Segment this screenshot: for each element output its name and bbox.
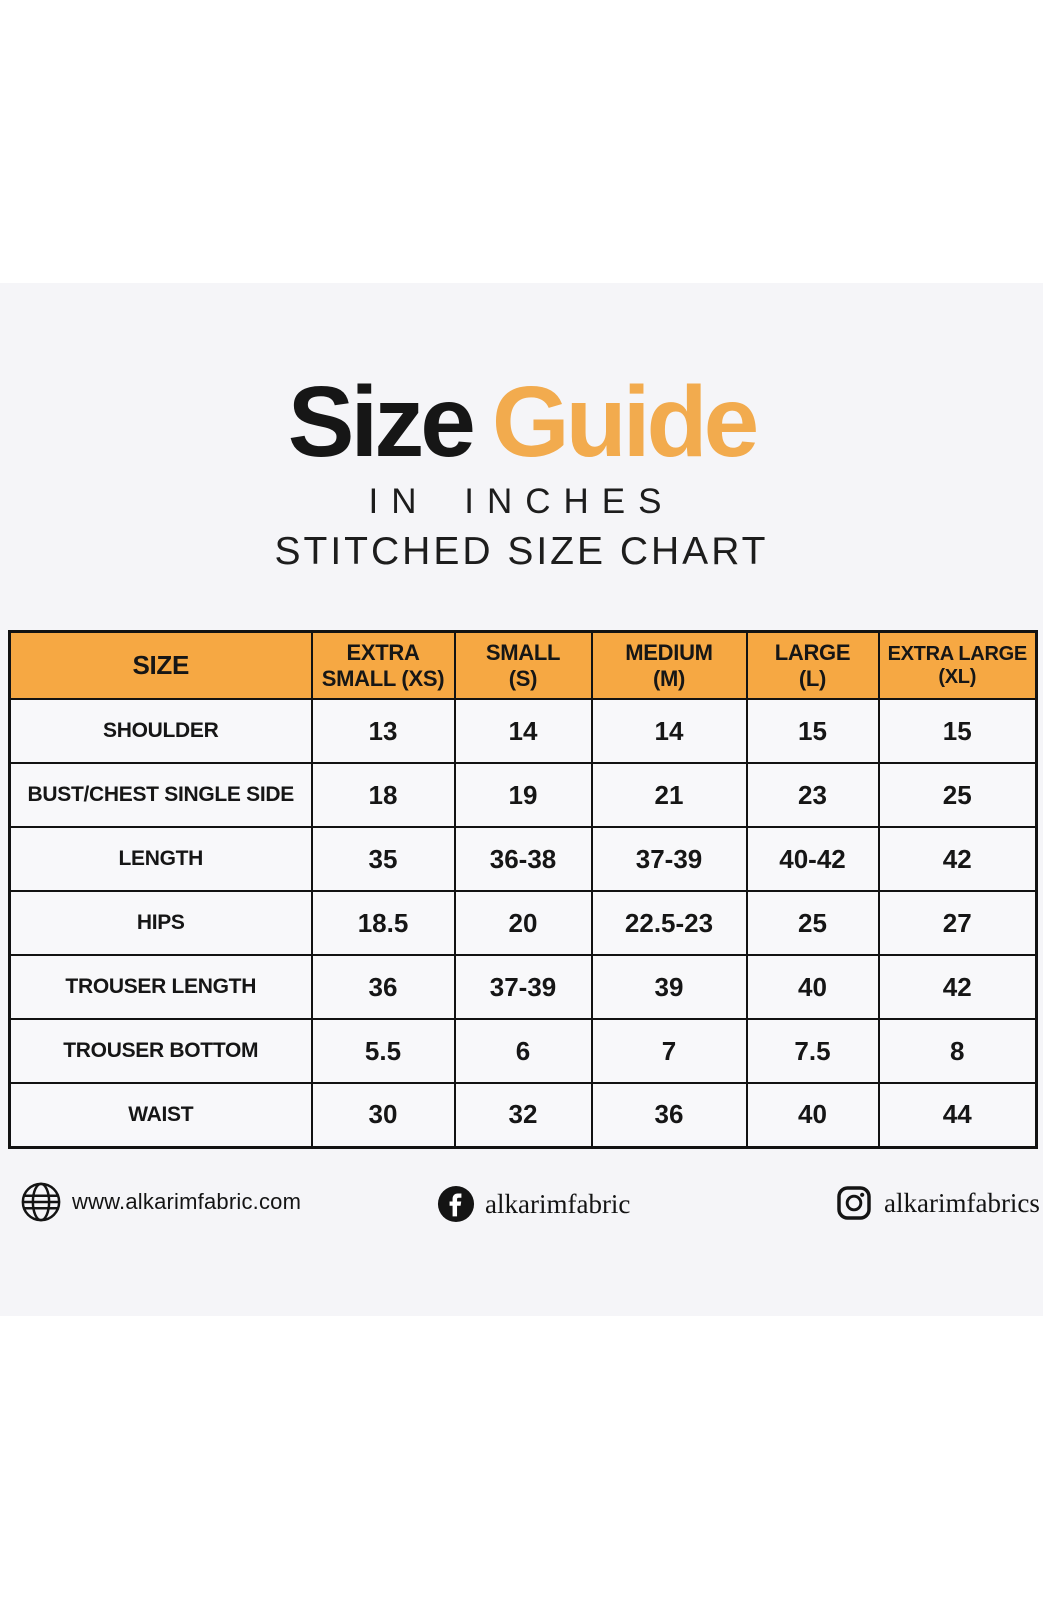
website-item: www.alkarimfabric.com xyxy=(20,1178,301,1226)
value-cell: 15 xyxy=(877,698,1038,764)
value-cell: 37-39 xyxy=(453,954,593,1020)
value-cell: 44 xyxy=(877,1082,1038,1148)
size-chart-table: SIZE EXTRA SMALL (XS) SMALL (S) MEDIUM (M) … xyxy=(8,630,1038,1149)
website-url: www.alkarimfabric.com xyxy=(72,1189,302,1214)
value-cell: 6 xyxy=(453,1018,593,1084)
value-cell: 36 xyxy=(590,1082,748,1148)
value-cell: 18 xyxy=(310,762,456,828)
value-cell: 23 xyxy=(745,762,880,828)
subtitle-inches: IN INCHES xyxy=(368,482,675,521)
header-cell-xs: EXTRA SMALL (XS) xyxy=(310,630,456,700)
value-cell: 21 xyxy=(590,762,748,828)
instagram-item: alkarimfabrics xyxy=(834,1179,1040,1227)
value-cell: 20 xyxy=(453,890,593,956)
row-label-cell: HIPS xyxy=(8,890,313,956)
table-row: TROUSER BOTTOM 5.5 6 7 7.5 8 xyxy=(8,1018,1038,1084)
value-cell: 42 xyxy=(877,826,1038,892)
value-cell: 27 xyxy=(877,890,1038,956)
facebook-icon xyxy=(437,1185,475,1223)
value-cell: 40-42 xyxy=(745,826,880,892)
table-row: TROUSER LENGTH 36 37-39 39 40 42 xyxy=(8,954,1038,1020)
value-cell: 7 xyxy=(590,1018,748,1084)
subtitle-stitched-chart: STITCHED SIZE CHART xyxy=(274,530,769,573)
value-cell: 14 xyxy=(590,698,748,764)
table-row: LENGTH 35 36-38 37-39 40-42 42 xyxy=(8,826,1038,892)
row-label-cell: TROUSER BOTTOM xyxy=(8,1018,313,1084)
value-cell: 36-38 xyxy=(453,826,593,892)
table-row: HIPS 18.5 20 22.5-23 25 27 xyxy=(8,890,1038,956)
value-cell: 7.5 xyxy=(745,1018,880,1084)
table-row: BUST/CHEST SINGLE SIDE 18 19 21 23 25 xyxy=(8,762,1038,828)
value-cell: 25 xyxy=(877,762,1038,828)
value-cell: 18.5 xyxy=(310,890,456,956)
value-cell: 5.5 xyxy=(310,1018,456,1084)
title-block: Size Guide IN INCHES STITCHED SIZE CHART xyxy=(0,372,1043,574)
value-cell: 40 xyxy=(745,954,880,1020)
row-label-cell: SHOULDER xyxy=(8,698,313,764)
value-cell: 32 xyxy=(453,1082,593,1148)
row-label-cell: BUST/CHEST SINGLE SIDE xyxy=(8,762,313,828)
value-cell: 15 xyxy=(745,698,880,764)
row-label-cell: TROUSER LENGTH xyxy=(8,954,313,1020)
footer: www.alkarimfabric.com alkarimfabric xyxy=(0,1178,1043,1234)
instagram-handle: alkarimfabrics xyxy=(884,1187,1040,1218)
facebook-item: alkarimfabric xyxy=(437,1180,630,1228)
value-cell: 19 xyxy=(453,762,593,828)
globe-icon xyxy=(20,1181,62,1223)
value-cell: 40 xyxy=(745,1082,880,1148)
value-cell: 13 xyxy=(310,698,456,764)
header-cell-l: LARGE (L) xyxy=(745,630,880,700)
value-cell: 14 xyxy=(453,698,593,764)
table-row: WAIST 30 32 36 40 44 xyxy=(8,1082,1038,1148)
value-cell: 35 xyxy=(310,826,456,892)
value-cell: 42 xyxy=(877,954,1038,1020)
size-guide-panel: Size Guide IN INCHES STITCHED SIZE CHART … xyxy=(0,283,1043,1316)
value-cell: 8 xyxy=(877,1018,1038,1084)
page-title: Size Guide xyxy=(0,372,1043,472)
header-cell-size: SIZE xyxy=(8,630,313,700)
row-label-cell: LENGTH xyxy=(8,826,313,892)
header-cell-s: SMALL (S) xyxy=(453,630,593,700)
title-word-size: Size xyxy=(287,366,476,478)
header-row: SIZE EXTRA SMALL (XS) SMALL (S) MEDIUM (M) … xyxy=(8,630,1038,700)
value-cell: 25 xyxy=(745,890,880,956)
value-cell: 39 xyxy=(590,954,748,1020)
table-row: SHOULDER 13 14 14 15 15 xyxy=(8,698,1038,764)
facebook-handle: alkarimfabric xyxy=(485,1188,631,1219)
title-word-guide: Guide xyxy=(491,366,759,478)
header-cell-m: MEDIUM (M) xyxy=(590,630,748,700)
value-cell: 36 xyxy=(310,954,456,1020)
row-label-cell: WAIST xyxy=(8,1082,313,1148)
value-cell: 22.5-23 xyxy=(590,890,748,956)
value-cell: 30 xyxy=(310,1082,456,1148)
instagram-icon xyxy=(834,1183,874,1223)
header-cell-xl: EXTRA LARGE (XL) xyxy=(877,630,1038,700)
value-cell: 37-39 xyxy=(590,826,748,892)
